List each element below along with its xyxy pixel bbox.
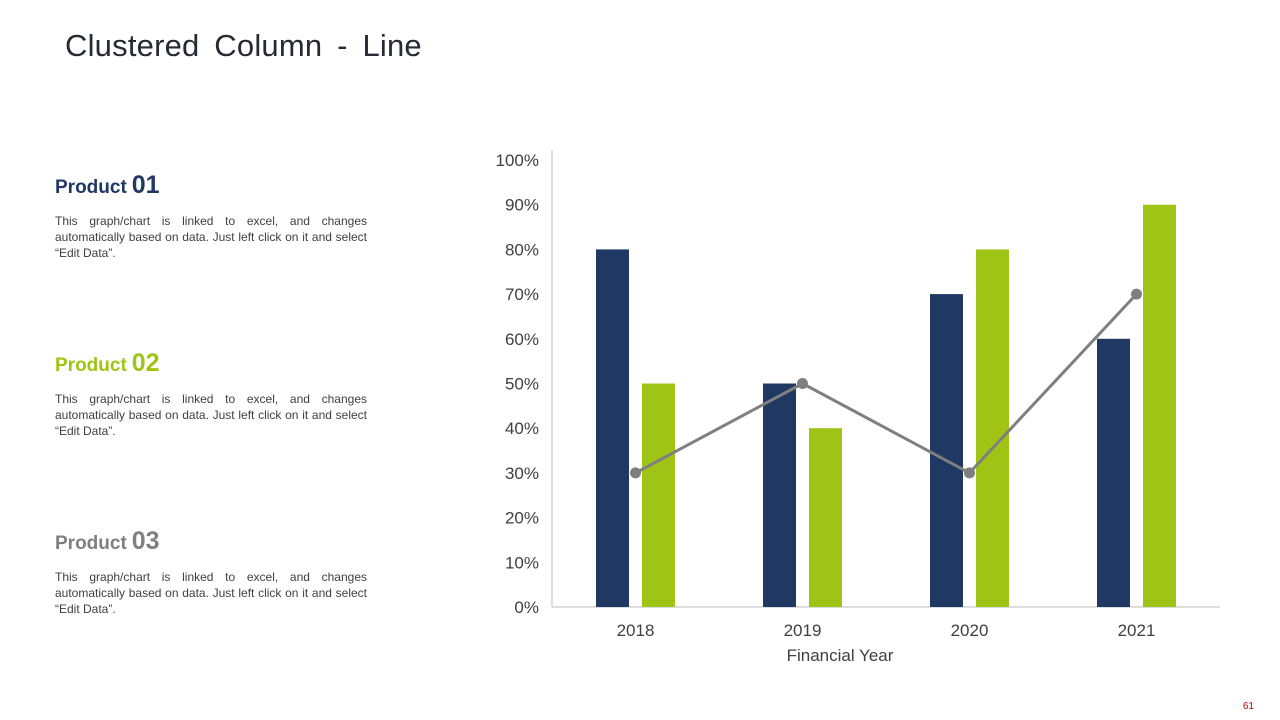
product-03-label: Product [55, 533, 127, 554]
product-01-number: 01 [131, 171, 160, 199]
line-marker-2018 [630, 467, 641, 479]
product-02-section: Product 02 This graph/chart is linked to … [55, 348, 367, 440]
y-tick-label: 40% [505, 419, 539, 438]
product-02-number: 02 [131, 349, 160, 377]
product-03-description: This graph/chart is linked to excel, and… [55, 570, 367, 617]
x-tick-label: 2019 [784, 621, 822, 640]
line-product-03 [634, 293, 1138, 475]
y-tick-label: 20% [505, 509, 539, 528]
y-tick-label: 30% [505, 464, 539, 483]
product-02-label: Product [55, 355, 127, 376]
y-tick-label: 10% [505, 553, 539, 572]
bar-product-01-2018 [596, 249, 629, 607]
y-tick-label: 50% [505, 375, 539, 394]
x-tick-label: 2020 [951, 621, 989, 640]
x-tick-label: 2018 [617, 621, 655, 640]
y-tick-label: 70% [505, 285, 539, 304]
bar-product-01-2020 [930, 294, 963, 607]
bar-product-01-2019 [763, 383, 796, 607]
x-tick-label: 2021 [1118, 621, 1156, 640]
y-tick-label: 80% [505, 240, 539, 259]
product-01-heading: Product 01 [55, 170, 367, 204]
clustered-column-line-chart[interactable]: 0% 10% 20% 30% 40% 50% 60% 70% 80% 90% 100% 2018 201… [480, 140, 1250, 685]
line-marker-2021 [1131, 288, 1142, 300]
slide-title: Clustered Column - Line [65, 28, 422, 63]
line-marker-2019 [797, 378, 808, 389]
product-03-number: 03 [131, 527, 160, 555]
product-03-section: Product 03 This graph/chart is linked to … [55, 526, 367, 618]
y-tick-label: 90% [505, 196, 539, 215]
bar-product-02-2018 [642, 383, 675, 607]
bar-product-02-2020 [976, 249, 1009, 607]
product-01-section: Product 01 This graph/chart is linked to … [55, 170, 367, 262]
bar-product-02-2019 [809, 428, 842, 607]
line-marker-2020 [964, 467, 975, 479]
product-02-description: This graph/chart is linked to excel, and… [55, 392, 367, 439]
x-axis-title: Financial Year [787, 646, 894, 665]
y-tick-label: 0% [514, 598, 539, 617]
y-tick-label: 60% [505, 330, 539, 349]
y-tick-label: 100% [496, 151, 539, 170]
bar-product-02-2021 [1143, 204, 1176, 607]
product-03-heading: Product 03 [55, 526, 367, 560]
page-number: 61 [1242, 701, 1254, 712]
product-01-description: This graph/chart is linked to excel, and… [55, 214, 367, 261]
product-02-heading: Product 02 [55, 348, 367, 382]
product-01-label: Product [55, 177, 127, 198]
bar-product-01-2021 [1097, 338, 1130, 607]
chart-canvas: 0% 10% 20% 30% 40% 50% 60% 70% 80% 90% 100% 2018 201… [496, 150, 1220, 665]
